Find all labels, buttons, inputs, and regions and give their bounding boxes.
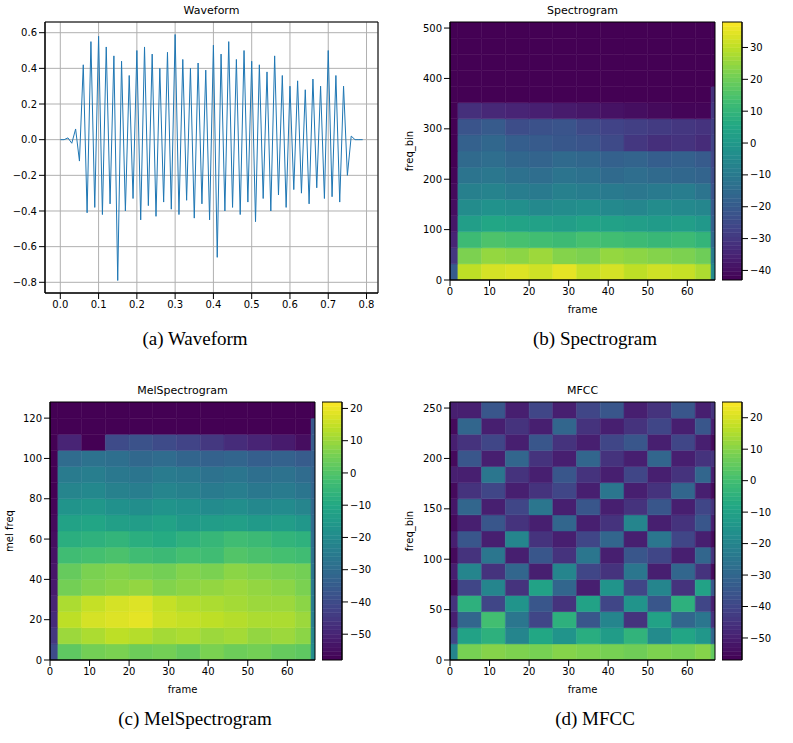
svg-text:−40: −40 (750, 265, 771, 276)
svg-text:0.2: 0.2 (21, 99, 37, 110)
svg-text:frame: frame (568, 684, 598, 695)
svg-text:20: 20 (123, 666, 136, 677)
svg-text:−10: −10 (750, 507, 771, 518)
svg-text:40: 40 (602, 666, 615, 677)
svg-text:−50: −50 (750, 633, 771, 644)
svg-text:0.8: 0.8 (359, 299, 375, 310)
svg-text:freq_bin: freq_bin (404, 511, 416, 551)
svg-text:−30: −30 (750, 233, 771, 244)
svg-text:10: 10 (483, 666, 496, 677)
svg-text:−30: −30 (750, 570, 771, 581)
svg-text:60: 60 (681, 666, 694, 677)
svg-text:200: 200 (423, 453, 442, 464)
svg-text:0.5: 0.5 (244, 299, 260, 310)
svg-text:20: 20 (750, 412, 763, 423)
svg-text:60: 60 (681, 286, 694, 297)
svg-text:mel freq: mel freq (4, 510, 15, 552)
svg-text:−20: −20 (750, 201, 771, 212)
svg-text:50: 50 (641, 286, 654, 297)
svg-text:−0.4: −0.4 (13, 206, 37, 217)
svg-text:0.1: 0.1 (91, 299, 107, 310)
svg-text:−0.6: −0.6 (13, 241, 37, 252)
svg-text:0.3: 0.3 (167, 299, 183, 310)
svg-text:30: 30 (562, 286, 575, 297)
svg-text:0: 0 (436, 655, 442, 666)
svg-text:300: 300 (423, 123, 442, 134)
svg-text:−0.8: −0.8 (13, 277, 37, 288)
html-text:(a) Waveform: (a) Waveform (142, 328, 248, 349)
svg-text:60: 60 (29, 534, 42, 545)
svg-text:−40: −40 (350, 597, 371, 608)
svg-text:−20: −20 (750, 538, 771, 549)
html-text:MFCC: MFCC (566, 384, 599, 397)
svg-text:40: 40 (602, 286, 615, 297)
svg-text:100: 100 (23, 453, 42, 464)
svg-text:10: 10 (750, 106, 763, 117)
svg-text:20: 20 (750, 74, 763, 85)
svg-text:30: 30 (562, 666, 575, 677)
svg-text:0.0: 0.0 (52, 299, 68, 310)
html-text:(b) Spectrogram: (b) Spectrogram (533, 328, 657, 349)
svg-text:0: 0 (750, 138, 756, 149)
svg-text:0: 0 (350, 468, 356, 479)
svg-text:50: 50 (241, 666, 254, 677)
svg-text:0: 0 (447, 666, 453, 677)
svg-text:200: 200 (423, 174, 442, 185)
svg-text:0: 0 (36, 655, 42, 666)
svg-text:10: 10 (483, 286, 496, 297)
svg-text:10: 10 (750, 444, 763, 455)
svg-text:250: 250 (423, 403, 442, 414)
svg-text:0.7: 0.7 (320, 299, 336, 310)
svg-text:50: 50 (429, 604, 442, 615)
svg-text:0: 0 (750, 475, 756, 486)
svg-text:150: 150 (423, 503, 442, 514)
svg-text:30: 30 (162, 666, 175, 677)
svg-text:−20: −20 (350, 532, 371, 543)
svg-text:10: 10 (350, 435, 363, 446)
svg-text:freq_bin: freq_bin (404, 131, 416, 171)
html-text:Waveform: Waveform (183, 4, 240, 17)
svg-text:−10: −10 (750, 169, 771, 180)
svg-text:−0.2: −0.2 (13, 170, 37, 181)
svg-text:0.6: 0.6 (282, 299, 298, 310)
svg-text:40: 40 (29, 574, 42, 585)
svg-text:60: 60 (281, 666, 294, 677)
svg-text:120: 120 (23, 413, 42, 424)
svg-text:0: 0 (47, 666, 53, 677)
html-text:(c) MelSpectrogram: (c) MelSpectrogram (118, 708, 272, 729)
html-text:Spectrogram: Spectrogram (547, 4, 618, 17)
svg-text:frame: frame (568, 304, 598, 315)
svg-text:0: 0 (447, 286, 453, 297)
svg-text:−10: −10 (350, 500, 371, 511)
svg-text:400: 400 (423, 73, 442, 84)
svg-text:0: 0 (436, 275, 442, 286)
svg-text:0.4: 0.4 (205, 299, 221, 310)
svg-text:20: 20 (523, 286, 536, 297)
svg-text:100: 100 (423, 224, 442, 235)
svg-text:30: 30 (750, 42, 763, 53)
svg-text:10: 10 (83, 666, 96, 677)
svg-text:20: 20 (29, 614, 42, 625)
svg-text:0.4: 0.4 (21, 63, 37, 74)
svg-text:frame: frame (168, 684, 198, 695)
svg-text:−50: −50 (350, 629, 371, 640)
svg-text:0.2: 0.2 (129, 299, 145, 310)
svg-text:40: 40 (202, 666, 215, 677)
svg-text:20: 20 (523, 666, 536, 677)
svg-text:100: 100 (423, 554, 442, 565)
svg-text:−30: −30 (350, 564, 371, 575)
svg-text:500: 500 (423, 23, 442, 34)
svg-text:50: 50 (641, 666, 654, 677)
svg-text:20: 20 (350, 403, 363, 414)
svg-text:80: 80 (29, 493, 42, 504)
svg-text:0.0: 0.0 (21, 134, 37, 145)
svg-text:−40: −40 (750, 601, 771, 612)
html-text:(d) MFCC: (d) MFCC (555, 708, 635, 729)
html-text:MelSpectrogram: MelSpectrogram (137, 384, 228, 397)
svg-text:0.6: 0.6 (21, 27, 37, 38)
